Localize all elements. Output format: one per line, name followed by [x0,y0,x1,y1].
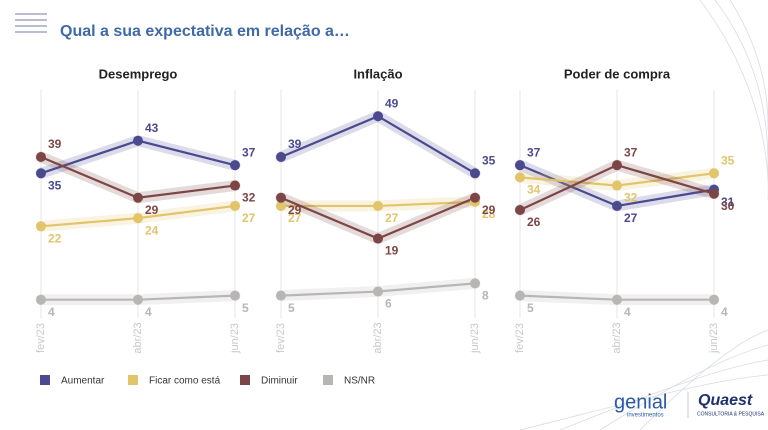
data-point [612,160,622,171]
data-point [276,290,286,301]
data-label: 5 [242,301,249,315]
data-label: 37 [624,145,638,159]
data-point [36,221,46,232]
data-point [230,290,240,301]
x-tick-label: abr/23 [132,322,144,353]
legend-label: Diminuir [261,376,298,387]
data-point [709,168,719,179]
brand-logo: Quaest [698,392,753,409]
data-point [709,294,719,305]
data-label: 4 [48,305,55,319]
data-label: 27 [385,211,399,225]
panel-title: Inflação [353,66,402,81]
x-tick-label: jun/23 [708,323,720,354]
data-point [709,188,719,199]
data-point [230,200,240,211]
data-label: 26 [527,215,541,229]
data-point [612,200,622,211]
x-tick-label: fev/23 [275,323,287,353]
data-label: 37 [527,145,541,159]
legend-label: Aumentar [61,376,105,387]
data-point [133,192,143,203]
data-label: 32 [242,191,256,205]
data-point [36,152,46,162]
x-tick-label: abr/23 [372,322,384,353]
data-label: 5 [288,301,295,315]
data-label: 29 [482,203,496,217]
data-point [133,294,143,305]
data-label: 4 [145,305,152,319]
data-label: 35 [48,178,62,192]
x-tick-label: fev/23 [514,323,526,353]
data-label: 4 [624,305,631,319]
x-tick-label: jun/23 [469,323,481,354]
data-label: 39 [48,137,62,151]
data-point [373,111,383,122]
data-point [230,180,240,191]
data-point [230,160,240,171]
page-title: Qual a sua expectativa em relação a… [60,23,350,40]
x-tick-label: jun/23 [229,323,241,354]
legend-swatch [240,375,250,385]
data-label: 5 [527,301,534,315]
data-label: 35 [482,153,496,167]
data-point [276,152,286,162]
x-tick-label: abr/23 [611,322,623,353]
legend-swatch [323,375,333,385]
legend-label: NS/NR [344,376,375,387]
panel-title: Desemprego [99,66,178,81]
brand-subtitle: CONSULTORIA & PESQUISA [697,411,765,417]
data-point [470,168,480,179]
data-label: 34 [527,183,541,197]
data-point [612,294,622,305]
legend-label: Ficar como está [149,376,221,387]
data-label: 37 [242,145,256,159]
data-label: 32 [624,191,638,205]
brand-logo: genial [614,391,667,413]
data-label: 31 [721,195,735,209]
data-point [276,192,286,203]
data-point [612,180,622,191]
data-point [373,200,383,211]
data-point [515,205,525,215]
data-point [36,294,46,305]
data-label: 27 [288,211,302,225]
data-label: 24 [145,223,159,237]
data-label: 4 [721,305,728,319]
data-point [276,200,286,211]
legend-swatch [128,375,138,385]
data-label: 19 [385,244,399,258]
data-point [515,290,525,301]
data-point [36,168,46,179]
data-label: 8 [482,289,489,303]
data-point [470,192,480,203]
decor-dots [15,13,47,33]
data-label: 30 [721,199,735,213]
decor-waves [519,0,768,430]
data-point [133,135,143,146]
data-label: 22 [48,231,62,245]
panel-title: Poder de compra [564,66,671,81]
data-label: 29 [145,203,159,217]
data-label: 6 [385,297,392,311]
x-tick-label: fev/23 [35,323,47,353]
data-point [470,278,480,289]
data-point [515,160,525,171]
data-point [373,233,383,244]
data-label: 29 [288,203,302,217]
data-label: 28 [482,207,496,221]
data-label: 43 [145,121,159,135]
data-point [515,172,525,183]
data-point [373,286,383,297]
data-label: 49 [385,96,399,110]
legend: Aumentar Ficar como está Diminuir NS/NR [40,375,375,387]
data-label: 35 [721,153,735,167]
data-point [133,213,143,224]
data-label: 27 [624,211,638,225]
data-label: 27 [242,211,256,225]
brand-subtitle: investimentos [627,413,664,419]
data-label: 39 [288,137,302,151]
legend-swatch [40,375,50,385]
